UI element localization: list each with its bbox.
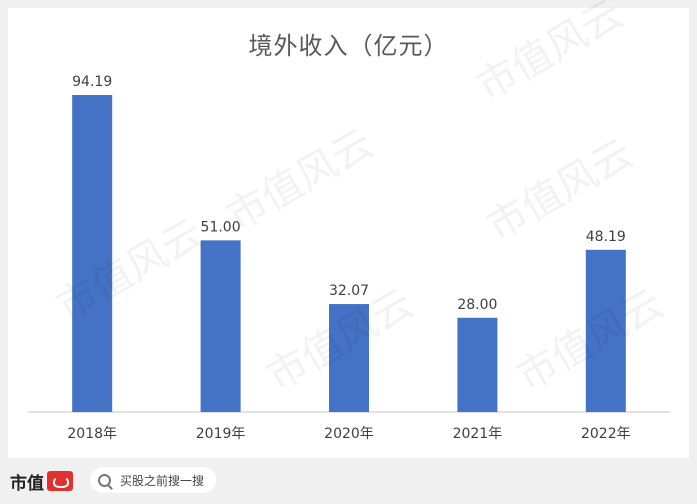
x-tick-label: 2021年: [453, 426, 503, 442]
data-label: 48.19: [586, 229, 626, 245]
x-tick-label: 2020年: [324, 426, 374, 442]
chart-title: 境外收入（亿元）: [248, 32, 449, 60]
search-icon: [98, 473, 111, 487]
footer-bar: 市值 买股之前搜一搜: [0, 458, 697, 504]
x-tick-label: 2018年: [67, 426, 117, 442]
data-label: 28.00: [457, 297, 497, 313]
x-tick-label: 2022年: [581, 426, 631, 442]
bar: [200, 240, 241, 412]
bar-chart: 94.19 2018年 51.00 2019年 32.07 2020年 28.00 2021年…: [28, 74, 670, 442]
bar: [329, 304, 369, 412]
x-tick-label: 2019年: [196, 426, 246, 442]
bar: [585, 249, 626, 412]
search-box[interactable]: 买股之前搜一搜: [90, 467, 216, 493]
brand-logo-icon: [47, 471, 73, 491]
bar: [457, 317, 498, 412]
chart-card: 境外收入（亿元） 94.19 2018年 51.00 2019年 32.07 2020年 2…: [8, 0, 689, 458]
search-placeholder: 买股之前搜一搜: [120, 473, 205, 488]
data-label: 32.07: [329, 283, 369, 299]
brand-logo-group[interactable]: 市值: [10, 468, 73, 494]
bar: [72, 95, 113, 412]
data-label: 51.00: [201, 219, 241, 235]
data-label: 94.19: [72, 74, 112, 90]
brand-name: 市值: [10, 473, 44, 494]
